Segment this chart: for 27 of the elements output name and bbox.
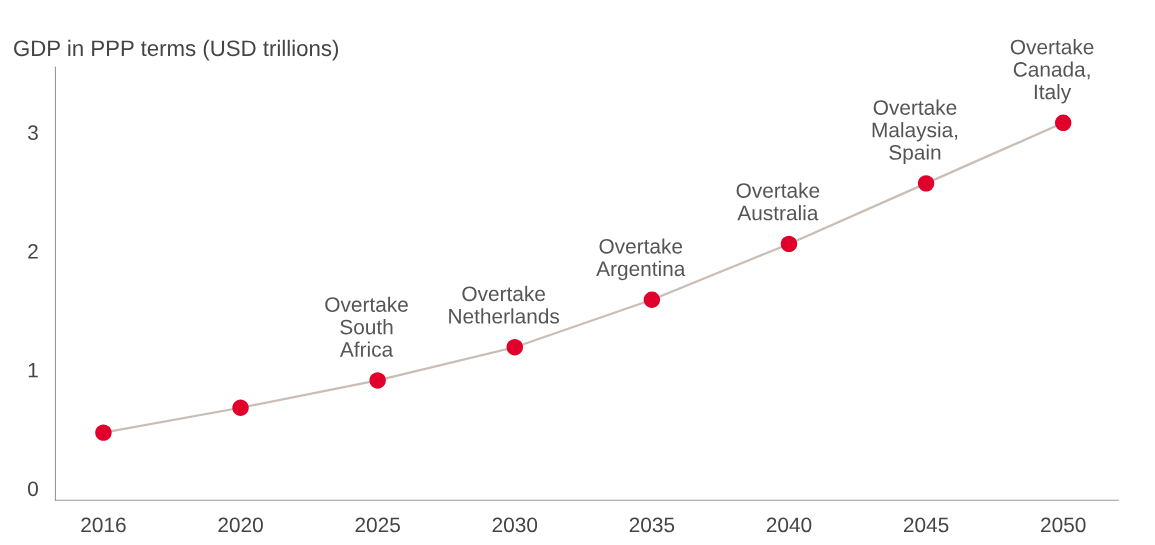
y-tick-label: 2	[28, 244, 38, 259]
x-tick-label: 2040	[766, 517, 812, 533]
y-tick-label: 0	[28, 481, 38, 497]
x-tick-label: 2050	[1041, 517, 1086, 533]
x-tick-label: 2035	[629, 517, 675, 533]
x-tick-label: 2045	[903, 517, 949, 533]
point	[369, 372, 386, 389]
y-axis-title: GDP in PPP terms (USD trillions)	[14, 39, 338, 61]
point	[506, 338, 523, 356]
annotation: Overtake Netherlands	[449, 285, 560, 324]
annotation: Overtake Malaysia, Spain	[872, 99, 958, 164]
point	[95, 424, 112, 441]
x-tick-label: 2025	[355, 517, 400, 533]
annotation: Overtake Argentina	[596, 238, 686, 281]
y-tick-label: 3	[27, 125, 38, 141]
x-tick-label: 2030	[492, 517, 538, 533]
x-tick-label: 2016	[81, 517, 126, 533]
point	[232, 399, 249, 416]
y-tick-label: 1	[28, 362, 38, 378]
point	[917, 175, 935, 192]
annotation: Overtake Canada, Italy	[1010, 39, 1094, 104]
annotation: Overtake Australia	[736, 182, 820, 221]
point	[780, 235, 798, 253]
point	[1054, 114, 1072, 132]
x-tick-label: 2020	[218, 517, 263, 533]
annotation: Overtake South Africa	[325, 296, 408, 357]
point	[643, 291, 661, 308]
